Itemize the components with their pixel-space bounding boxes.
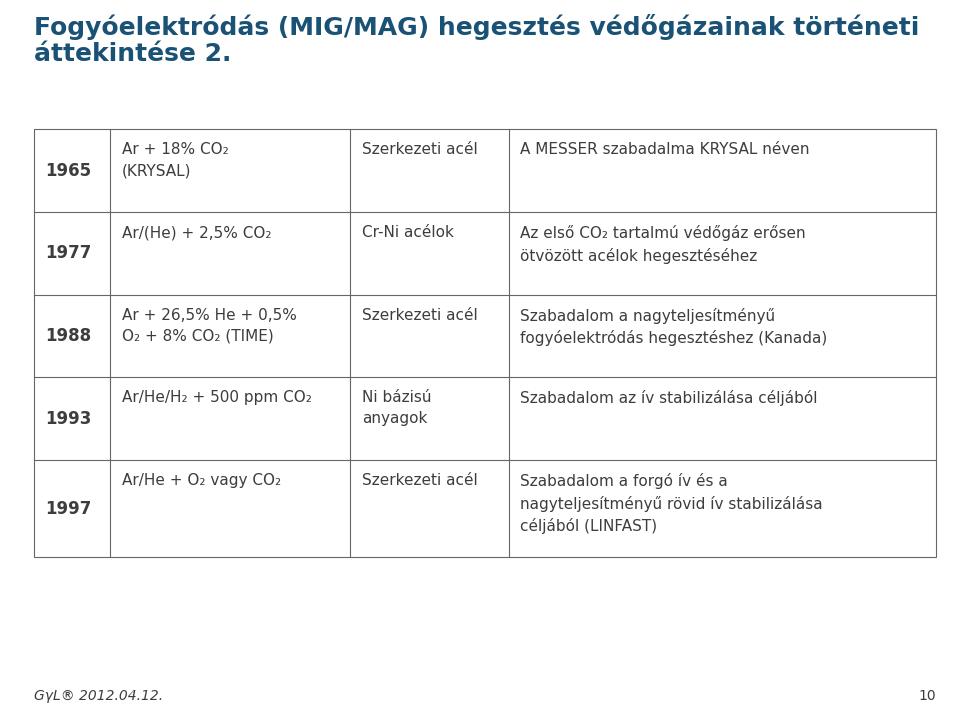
Text: Ar/(He) + 2,5% CO₂: Ar/(He) + 2,5% CO₂ bbox=[122, 225, 272, 240]
Text: Ni bázisú
anyagok: Ni bázisú anyagok bbox=[362, 390, 431, 426]
Text: Ar/He + O₂ vagy CO₂: Ar/He + O₂ vagy CO₂ bbox=[122, 473, 281, 488]
Text: 1965: 1965 bbox=[45, 162, 91, 180]
Text: Szerkezeti acél: Szerkezeti acél bbox=[362, 308, 478, 323]
Text: Szerkezeti acél: Szerkezeti acél bbox=[362, 473, 478, 488]
Text: 1977: 1977 bbox=[45, 244, 91, 262]
Text: Ar/He/H₂ + 500 ppm CO₂: Ar/He/H₂ + 500 ppm CO₂ bbox=[122, 390, 312, 406]
Text: 10: 10 bbox=[919, 690, 936, 703]
Text: GγL® 2012.04.12.: GγL® 2012.04.12. bbox=[34, 690, 163, 703]
Text: áttekintése 2.: áttekintése 2. bbox=[34, 42, 231, 65]
Text: Szabadalom a forgó ív és a
nagyteljesítményű rövid ív stabilizálása
céljából (LI: Szabadalom a forgó ív és a nagyteljesítm… bbox=[520, 473, 823, 534]
Text: Ar + 26,5% He + 0,5%
O₂ + 8% CO₂ (TIME): Ar + 26,5% He + 0,5% O₂ + 8% CO₂ (TIME) bbox=[122, 308, 297, 344]
Text: A MESSER szabadalma KRYSAL néven: A MESSER szabadalma KRYSAL néven bbox=[520, 142, 810, 157]
Text: Ar + 18% CO₂
(KRYSAL): Ar + 18% CO₂ (KRYSAL) bbox=[122, 142, 228, 178]
Text: 1993: 1993 bbox=[45, 410, 91, 428]
Text: Cr-Ni acélok: Cr-Ni acélok bbox=[362, 225, 454, 240]
Text: 1997: 1997 bbox=[45, 500, 91, 518]
Text: Szabadalom az ív stabilizálása céljából: Szabadalom az ív stabilizálása céljából bbox=[520, 390, 818, 406]
Bar bbox=[34, 129, 936, 557]
Text: Az első CO₂ tartalmú védőgáz erősen
ötvözött acélok hegesztéséhez: Az első CO₂ tartalmú védőgáz erősen ötvö… bbox=[520, 225, 806, 264]
Text: Fogyóelektródás (MIG/MAG) hegesztés védőgázainak történeti: Fogyóelektródás (MIG/MAG) hegesztés védő… bbox=[34, 14, 919, 40]
Text: 1988: 1988 bbox=[45, 327, 91, 345]
Text: Szerkezeti acél: Szerkezeti acél bbox=[362, 142, 478, 157]
Text: Szabadalom a nagyteljesítményű
fogyóelektródás hegesztéshez (Kanada): Szabadalom a nagyteljesítményű fogyóelek… bbox=[520, 308, 828, 347]
